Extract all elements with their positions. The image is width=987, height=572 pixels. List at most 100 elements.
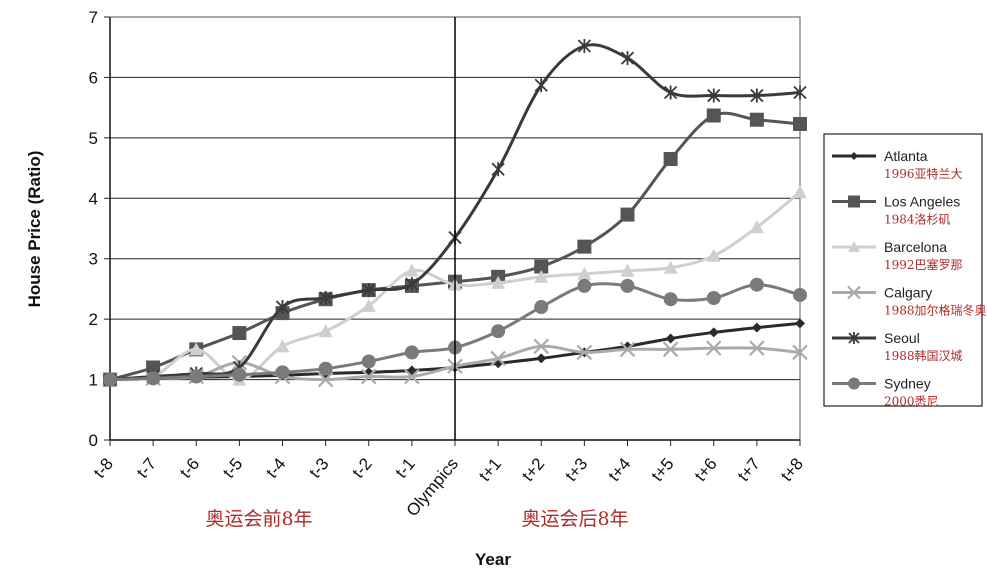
data-point — [706, 108, 721, 123]
data-point — [577, 266, 592, 280]
x-tick-label: t+1 — [475, 454, 505, 485]
x-tick-label: t+6 — [691, 454, 721, 485]
data-point — [793, 85, 807, 100]
legend-item: Seoul 1988韩国汉城 — [832, 330, 963, 363]
data-point — [534, 78, 548, 93]
data-point — [793, 287, 807, 302]
legend-item: Sydney 2000悉尼 — [832, 376, 939, 409]
annotation-after: 奥运会后8年 — [521, 508, 628, 530]
x-tick-label: t+4 — [605, 454, 635, 485]
data-point — [405, 277, 419, 292]
legend-item: Atlanta 1996亚特兰大 — [832, 148, 963, 181]
data-point — [577, 39, 592, 54]
data-point — [620, 278, 635, 293]
data-point — [663, 260, 678, 274]
data-point — [576, 344, 593, 361]
x-tick-label: t+7 — [734, 454, 764, 485]
x-axis-title: Year — [475, 550, 511, 569]
x-tick-label: t+5 — [648, 454, 678, 485]
data-point — [749, 340, 765, 356]
legend-swatch-marker — [848, 332, 860, 344]
legend-swatch-marker — [848, 241, 860, 252]
annotation-before: 奥运会前8年 — [205, 508, 312, 530]
legend-label: Calgary — [884, 285, 932, 301]
legend-label: Atlanta — [884, 148, 928, 164]
legend-sublabel: 1988加尔格瑞冬奥会 — [884, 303, 987, 318]
data-point — [404, 263, 419, 277]
legend-item: Calgary 1988加尔格瑞冬奥会 — [832, 285, 987, 318]
data-point — [536, 353, 547, 364]
data-point — [663, 292, 678, 307]
y-tick-label: 0 — [89, 431, 98, 450]
data-point — [749, 220, 764, 234]
data-point — [795, 318, 805, 329]
legend-swatch-marker — [850, 152, 858, 160]
x-tick-label: t-7 — [133, 454, 160, 481]
data-point — [360, 368, 377, 385]
data-point — [792, 344, 808, 361]
data-point — [749, 277, 764, 292]
data-point — [189, 342, 204, 356]
data-point — [317, 371, 334, 388]
legend-label: Sydney — [884, 376, 931, 392]
x-tick-label: t-5 — [219, 454, 246, 481]
data-point — [751, 322, 762, 333]
data-point — [577, 278, 592, 293]
data-point — [663, 85, 678, 100]
x-tick-label: t-3 — [305, 454, 332, 481]
data-point — [620, 263, 635, 277]
data-point — [665, 333, 676, 344]
y-tick-label: 1 — [89, 371, 98, 390]
data-point — [275, 339, 290, 353]
data-point — [232, 326, 247, 341]
data-point — [620, 207, 635, 222]
y-tick-label: 3 — [89, 250, 98, 269]
y-tick-label: 7 — [89, 8, 98, 27]
data-point — [146, 360, 161, 375]
legend-box — [823, 133, 983, 407]
data-point — [189, 369, 204, 384]
data-point — [318, 290, 333, 305]
data-point — [663, 152, 678, 167]
data-point — [275, 300, 290, 315]
x-tick-label: t-2 — [349, 454, 376, 481]
data-point — [362, 283, 376, 298]
data-point — [275, 365, 290, 380]
data-point — [620, 51, 635, 66]
data-point — [404, 368, 420, 385]
data-point — [707, 88, 721, 103]
x-tick-label: t-6 — [176, 454, 203, 481]
legend-sublabel: 1992巴塞罗那 — [884, 257, 963, 272]
y-tick-label: 6 — [89, 68, 98, 87]
data-point — [793, 116, 807, 131]
data-point — [232, 367, 247, 382]
data-point — [705, 340, 722, 356]
data-point — [750, 88, 764, 103]
legend-sublabel: 1996亚特兰大 — [884, 166, 963, 181]
legend-label: Seoul — [884, 330, 920, 346]
data-point — [103, 372, 117, 387]
data-point — [146, 371, 161, 386]
x-tick-label: t-8 — [90, 454, 117, 481]
legend-sublabel: 2000悉尼 — [884, 395, 939, 409]
data-point — [662, 341, 679, 358]
data-point — [706, 248, 721, 262]
data-point — [491, 275, 506, 289]
legend-swatch-marker — [848, 377, 860, 390]
x-tick-label: t-1 — [392, 454, 419, 481]
legend-swatch-marker — [848, 195, 860, 208]
x-tick-label: t+3 — [561, 454, 591, 485]
data-point — [534, 259, 549, 274]
x-tick-label: t-4 — [262, 454, 289, 481]
data-point — [533, 338, 550, 355]
legend-swatch-marker — [847, 285, 861, 300]
x-tick-label: t+2 — [518, 454, 548, 485]
legend-label: Los Angeles — [884, 194, 960, 210]
legend-item: Barcelona 1992巴塞罗那 — [832, 239, 963, 272]
data-point — [490, 350, 506, 367]
y-tick-label: 5 — [89, 129, 98, 148]
data-point — [318, 361, 333, 376]
y-tick-label: 4 — [89, 189, 98, 208]
